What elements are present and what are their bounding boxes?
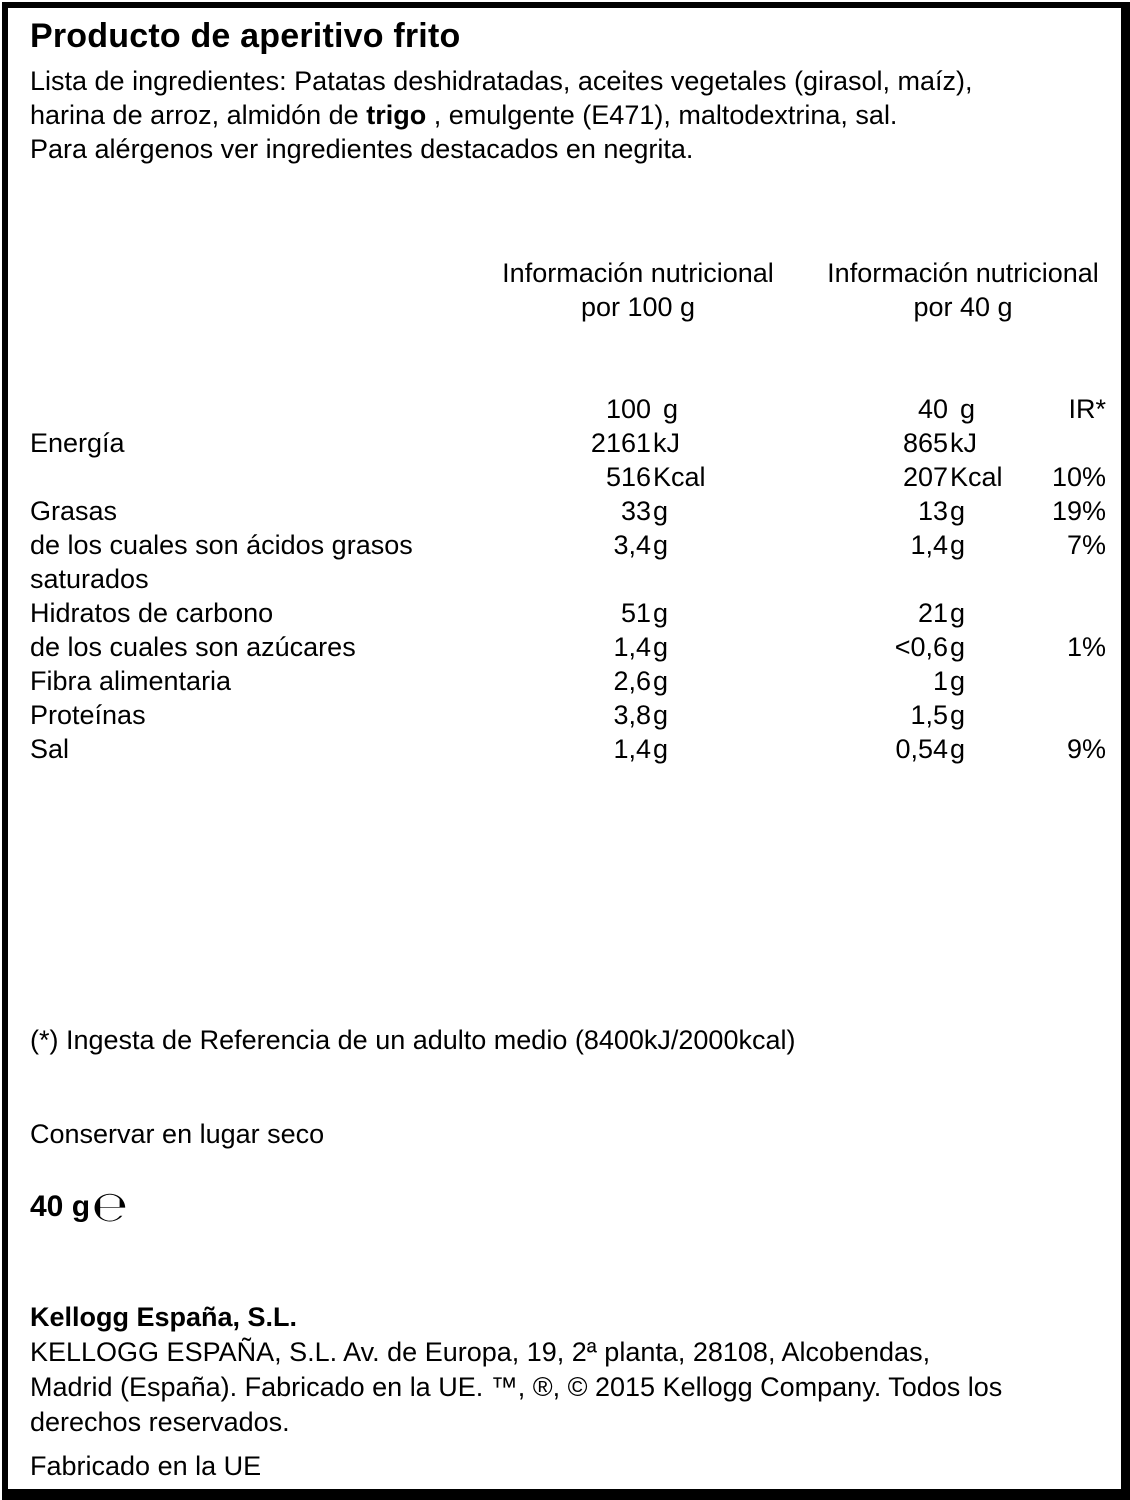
value-per-40g: 865 bbox=[902, 428, 948, 458]
column-header-per-40g-line2: por 40 g bbox=[913, 292, 1013, 322]
table-row: Hidratos de carbono 51 g 21 g bbox=[30, 596, 1112, 630]
value-per-40g: 1,4 bbox=[910, 530, 948, 560]
ingredients-line-2-post: , emulgente (E471), maltodextrina, sal. bbox=[426, 100, 898, 130]
value-per-40g: 207 bbox=[902, 462, 948, 492]
value-per-40g: 1,5 bbox=[910, 700, 948, 730]
header-spacer bbox=[791, 256, 813, 324]
table-row: Fibra alimentaria 2,6 g 1 g bbox=[30, 664, 1112, 698]
row-label: Fibra alimentaria bbox=[30, 666, 232, 696]
ingredients-line-2: harina de arroz, almidón de trigo , emul… bbox=[30, 98, 1112, 132]
ir-percent: 19% bbox=[1051, 496, 1106, 526]
value-per-40g: 21 bbox=[917, 598, 948, 628]
table-row: Proteínas 3,8 g 1,5 g bbox=[30, 698, 1112, 732]
value-per-100g: 2161 bbox=[590, 428, 651, 458]
column-header-per-40g-line1: Información nutricional bbox=[827, 258, 1099, 288]
nutrition-column-headers: Información nutricional por 100 g Inform… bbox=[30, 256, 1112, 324]
unit-per-40g: kJ bbox=[950, 428, 977, 458]
table-row: Energía 2161 kJ 865 kJ bbox=[30, 426, 1112, 460]
ingredients-line-2-pre: harina de arroz, almidón de bbox=[30, 100, 367, 130]
address-line-1: KELLOGG ESPAÑA, S.L. Av. de Europa, 19, … bbox=[30, 1337, 931, 1367]
manufacturer-address: KELLOGG ESPAÑA, S.L. Av. de Europa, 19, … bbox=[30, 1335, 1112, 1440]
ir-percent: 9% bbox=[1066, 734, 1106, 764]
address-line-2: Madrid (España). Fabricado en la UE. ™, … bbox=[30, 1372, 1003, 1402]
unit-per-40g: g bbox=[950, 734, 966, 764]
unit-per-40g: g bbox=[950, 598, 966, 628]
ingredients-paragraph: Lista de ingredientes: Patatas deshidrat… bbox=[30, 64, 1112, 166]
unit-per-100g: kJ bbox=[653, 428, 680, 458]
label-content: Producto de aperitivo frito Lista de ing… bbox=[16, 16, 1112, 1478]
row-label: de los cuales son ácidos grasos saturado… bbox=[30, 530, 413, 594]
estimated-sign: ℮ bbox=[92, 1182, 128, 1231]
unit-per-100g: g bbox=[653, 496, 669, 526]
reference-intake-footnote: (*) Ingesta de Referencia de un adulto m… bbox=[30, 1025, 796, 1055]
subheader-40g-value: 40 bbox=[917, 394, 948, 424]
unit-per-40g: g bbox=[950, 700, 966, 730]
table-row: de los cuales son ácidos grasos saturado… bbox=[30, 528, 1112, 596]
unit-per-100g: g bbox=[653, 666, 669, 696]
value-per-100g: 2,6 bbox=[613, 666, 651, 696]
value-per-100g: 516 bbox=[605, 462, 651, 492]
row-label: Sal bbox=[30, 734, 70, 764]
table-row: 516 Kcal 207 Kcal 10% bbox=[30, 460, 1112, 494]
unit-per-100g: Kcal bbox=[653, 462, 706, 492]
nutrition-table: 100 g 40 g IR* Energía 2161 kJ 865 kJ 51 bbox=[30, 392, 1112, 766]
unit-per-40g: Kcal bbox=[950, 462, 1003, 492]
unit-per-40g: g bbox=[950, 530, 966, 560]
ir-percent: 7% bbox=[1066, 530, 1106, 560]
value-per-100g: 1,4 bbox=[613, 632, 651, 662]
net-weight-value: 40 g bbox=[30, 1190, 91, 1223]
unit-per-40g: g bbox=[950, 666, 966, 696]
column-header-per-100g-line1: Información nutricional bbox=[502, 258, 774, 288]
address-line-3: derechos reservados. bbox=[30, 1407, 290, 1437]
value-per-100g: 3,4 bbox=[613, 530, 651, 560]
subheader-100g-value: 100 bbox=[605, 394, 651, 424]
unit-per-40g: g bbox=[950, 496, 966, 526]
ingredients-line-1: Lista de ingredientes: Patatas deshidrat… bbox=[30, 66, 973, 96]
value-per-100g: 3,8 bbox=[613, 700, 651, 730]
unit-per-100g: g bbox=[653, 530, 669, 560]
row-label: Energía bbox=[30, 428, 125, 458]
allergen-note: Para alérgenos ver ingredientes destacad… bbox=[30, 134, 694, 164]
unit-per-100g: g bbox=[653, 700, 669, 730]
column-header-per-40g: Información nutricional por 40 g bbox=[813, 256, 1112, 324]
subheader-40g-unit: g bbox=[960, 394, 976, 424]
table-row: Grasas 33 g 13 g 19% bbox=[30, 494, 1112, 528]
column-header-per-100g: Información nutricional por 100 g bbox=[485, 256, 791, 324]
row-label: Hidratos de carbono bbox=[30, 598, 274, 628]
unit-per-40g: g bbox=[950, 632, 966, 662]
table-row: Sal 1,4 g 0,54 g 9% bbox=[30, 732, 1112, 766]
table-subheader-row: 100 g 40 g IR* bbox=[30, 392, 1112, 426]
header-spacer bbox=[30, 256, 485, 324]
ir-percent: 10% bbox=[1051, 462, 1106, 492]
page-title: Producto de aperitivo frito bbox=[30, 17, 461, 55]
value-per-40g: 0,54 bbox=[895, 734, 948, 764]
row-label: Proteínas bbox=[30, 700, 146, 730]
subheader-100g-unit: g bbox=[663, 394, 679, 424]
value-per-40g: <0,6 bbox=[894, 632, 948, 662]
unit-per-100g: g bbox=[653, 734, 669, 764]
unit-per-100g: g bbox=[653, 632, 669, 662]
manufacturer-name: Kellogg España, S.L. bbox=[30, 1302, 298, 1332]
table-row: de los cuales son azúcares 1,4 g <0,6 g … bbox=[30, 630, 1112, 664]
made-in-note: Fabricado en la UE bbox=[30, 1451, 262, 1478]
column-header-per-100g-line2: por 100 g bbox=[580, 292, 696, 322]
ir-percent: 1% bbox=[1066, 632, 1106, 662]
value-per-100g: 33 bbox=[620, 496, 651, 526]
row-label: de los cuales son azúcares bbox=[30, 632, 356, 662]
value-per-100g: 1,4 bbox=[613, 734, 651, 764]
allergen-ingredient: trigo bbox=[366, 100, 427, 130]
value-per-40g: 1 bbox=[932, 666, 948, 696]
storage-note: Conservar en lugar seco bbox=[30, 1119, 325, 1149]
unit-per-100g: g bbox=[653, 598, 669, 628]
value-per-100g: 51 bbox=[620, 598, 651, 628]
net-weight: 40 g ℮ bbox=[30, 1184, 1112, 1230]
row-label: Grasas bbox=[30, 496, 118, 526]
value-per-40g: 13 bbox=[917, 496, 948, 526]
subheader-ir-label: IR* bbox=[1068, 394, 1106, 424]
